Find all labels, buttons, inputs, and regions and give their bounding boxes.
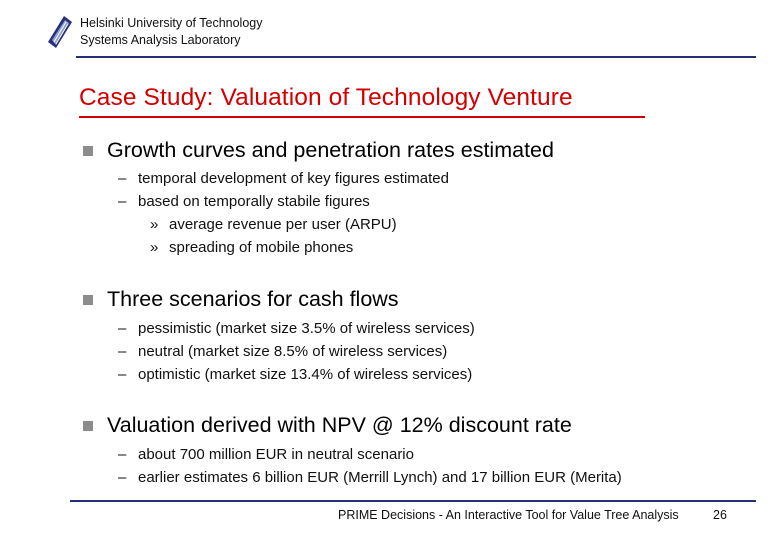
org-line-2: Systems Analysis Laboratory bbox=[80, 33, 241, 47]
page-number: 26 bbox=[713, 508, 727, 522]
organization-name: Helsinki University of Technology System… bbox=[80, 15, 263, 49]
sub-item: – temporal development of key figures est… bbox=[118, 170, 449, 187]
slide-title: Case Study: Valuation of Technology Vent… bbox=[79, 84, 573, 111]
title-underline bbox=[79, 116, 645, 118]
header-rule bbox=[76, 56, 756, 58]
university-logo-icon bbox=[48, 16, 72, 48]
sub-item: – pessimistic (market size 3.5% of wirele… bbox=[118, 320, 475, 337]
sub-item: – about 700 million EUR in neutral scenar… bbox=[118, 446, 414, 463]
sub-sub-item: » average revenue per user (ARPU) bbox=[150, 216, 397, 233]
sub-item: – based on temporally stabile figures bbox=[118, 193, 370, 210]
bullet-text: Valuation derived with NPV @ 12% discoun… bbox=[107, 413, 572, 437]
bullet-square-icon bbox=[83, 420, 93, 431]
sub-item: – optimistic (market size 13.4% of wirele… bbox=[118, 366, 473, 383]
bullet-text: Growth curves and penetration rates esti… bbox=[107, 138, 554, 162]
org-line-1: Helsinki University of Technology bbox=[80, 16, 263, 30]
bullet-valuation: Valuation derived with NPV @ 12% discoun… bbox=[83, 413, 572, 438]
bullet-square-icon bbox=[83, 145, 93, 156]
bullet-text: Three scenarios for cash flows bbox=[107, 287, 399, 311]
footer-rule bbox=[70, 500, 756, 502]
sub-item: – earlier estimates 6 billion EUR (Merril… bbox=[118, 469, 622, 486]
bullet-square-icon bbox=[83, 294, 93, 305]
footer-text: PRIME Decisions - An Interactive Tool fo… bbox=[338, 508, 679, 522]
sub-sub-item: » spreading of mobile phones bbox=[150, 239, 354, 256]
bullet-scenarios: Three scenarios for cash flows bbox=[83, 287, 399, 312]
bullet-growth-curves: Growth curves and penetration rates esti… bbox=[83, 138, 554, 163]
sub-item: – neutral (market size 8.5% of wireless s… bbox=[118, 343, 448, 360]
